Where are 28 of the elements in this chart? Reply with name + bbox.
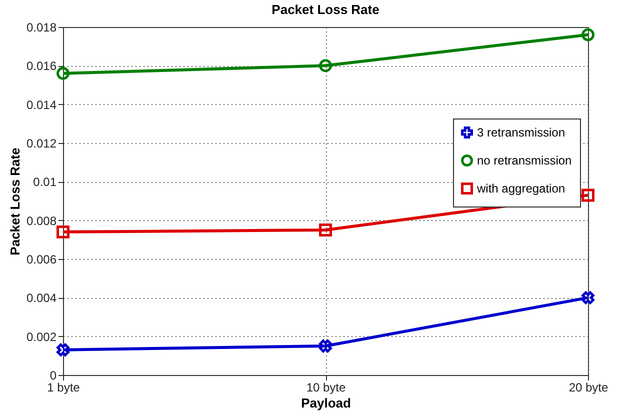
point <box>319 59 332 72</box>
y-tick-label: 0 <box>50 368 57 382</box>
x-tick-label: 20 byte <box>568 380 608 394</box>
y-tick-label: 0.008 <box>26 214 57 228</box>
y-tick-label: 0.014 <box>26 98 57 112</box>
legend-label: no retransmission <box>477 154 572 168</box>
point <box>56 66 70 80</box>
y-axis-title: Packet Loss Rate <box>7 148 22 256</box>
legend-label: 3 retransmission <box>477 126 566 140</box>
y-tick-label: 0.004 <box>26 291 57 306</box>
x-tick-label: 10 byte <box>306 380 346 394</box>
point <box>56 343 70 356</box>
point <box>56 225 70 238</box>
y-tick-label: 0.01 <box>33 175 57 190</box>
y-tick-label: 0.012 <box>26 136 57 150</box>
y-tick-label: 0.006 <box>26 252 57 266</box>
point <box>582 291 594 304</box>
legend-label: with aggregation <box>476 182 566 196</box>
y-tick-label: 0.018 <box>26 20 57 34</box>
point <box>582 28 594 42</box>
point <box>319 340 332 352</box>
point <box>582 188 594 202</box>
y-tick-label: 0.002 <box>26 330 57 344</box>
point <box>319 224 332 236</box>
chart-title: Packet Loss Rate <box>272 2 380 17</box>
x-axis-title: Payload <box>301 396 351 410</box>
x-tick-label: 1 byte <box>47 380 80 394</box>
y-tick-label: 0.016 <box>26 59 57 74</box>
